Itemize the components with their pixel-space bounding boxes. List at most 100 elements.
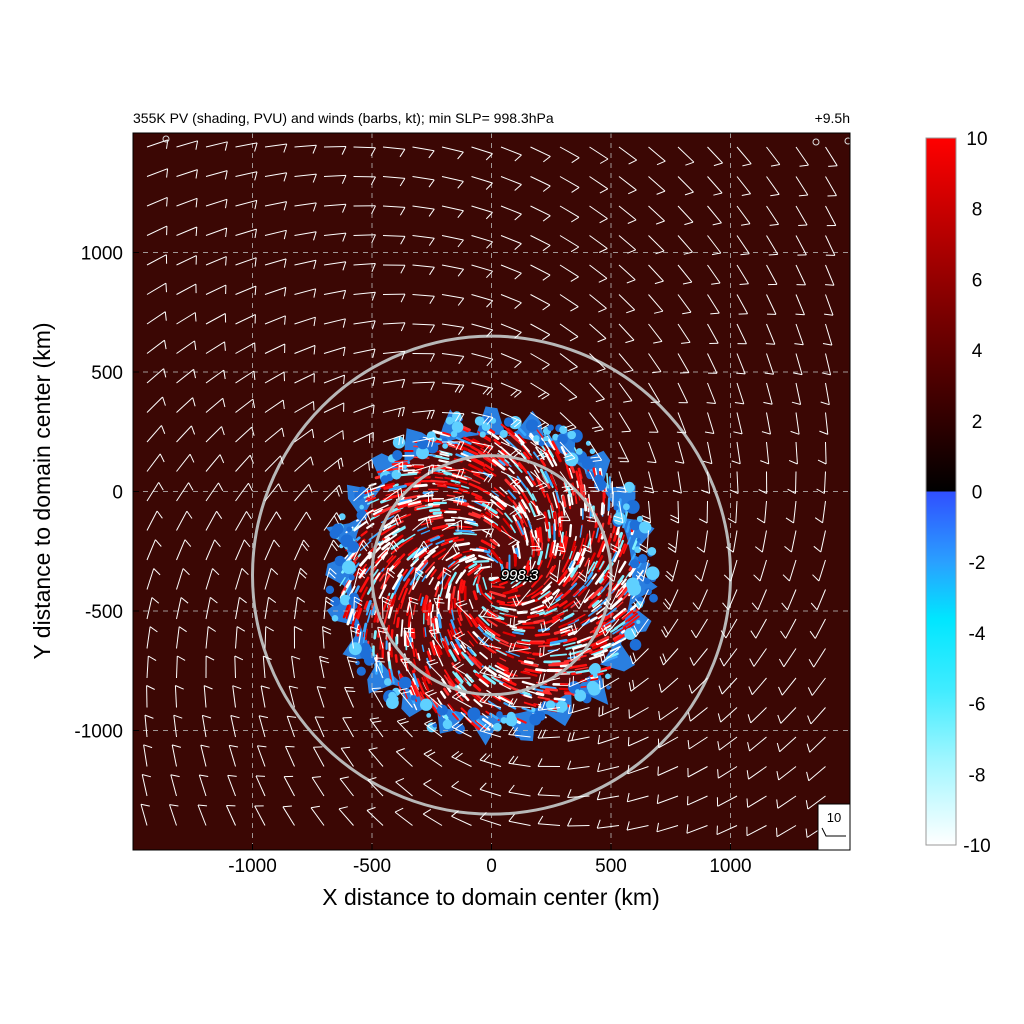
wind-barb — [428, 628, 443, 649]
pv-streak — [465, 476, 481, 485]
wind-barb — [294, 144, 317, 154]
wind-barb — [588, 471, 600, 492]
wind-barb — [146, 254, 168, 266]
pv-streak — [422, 627, 426, 638]
wind-barb — [412, 323, 435, 334]
wind-barb — [146, 368, 167, 384]
wind-barb — [596, 791, 620, 801]
wind-barb — [311, 776, 325, 797]
wind-barb — [530, 294, 551, 311]
pv-streak — [502, 588, 519, 595]
pv-streak — [567, 630, 578, 636]
pv-streak — [424, 549, 436, 560]
wind-barb — [441, 323, 465, 335]
pv-streak — [587, 599, 598, 609]
pv-streak — [621, 609, 634, 620]
pv-streak — [462, 528, 473, 531]
wind-barb — [282, 805, 295, 826]
wind-barb — [146, 539, 162, 561]
wind-barb — [661, 618, 679, 638]
pv-rim-blob — [340, 594, 351, 606]
pv-streak — [516, 640, 530, 645]
pv-streak — [556, 575, 565, 584]
pv-streak — [514, 521, 523, 536]
pv-rim-blob — [589, 448, 596, 455]
pv-rim-blob — [638, 554, 648, 564]
pv-rim-blob — [493, 722, 502, 732]
pv-streak — [464, 562, 474, 569]
wind-barb — [643, 471, 655, 494]
wind-barb — [734, 382, 745, 405]
pv-streak — [474, 567, 485, 579]
pv-streak — [468, 482, 478, 489]
pv-streak — [612, 634, 622, 641]
wind-barb — [500, 441, 522, 457]
wind-barb — [146, 425, 166, 443]
pv-rim-blob — [467, 707, 481, 721]
pv-streak — [559, 625, 573, 632]
wind-barb — [658, 707, 679, 721]
pv-streak — [525, 476, 534, 488]
wind-barb — [294, 456, 314, 472]
pv-streak — [466, 448, 479, 456]
pv-rim-blob — [340, 534, 354, 548]
wind-barb — [530, 441, 549, 460]
wind-barb — [479, 694, 502, 708]
wind-barb — [471, 323, 494, 337]
wind-barb — [589, 382, 605, 403]
pv-streak — [521, 492, 531, 505]
wind-barb — [143, 744, 153, 767]
wind-barb — [225, 805, 236, 826]
wind-barb — [294, 373, 315, 384]
wind-barb — [288, 685, 299, 708]
pv-streak — [447, 486, 459, 490]
wind-barb — [589, 205, 608, 224]
pv-rim-blob — [432, 723, 438, 728]
pv-streak — [471, 511, 485, 518]
wind-barb — [599, 648, 620, 664]
pv-streak — [554, 451, 562, 463]
wind-barb — [294, 400, 315, 413]
wind-barb — [235, 426, 255, 443]
pv-streak — [624, 614, 636, 623]
wind-barb — [618, 264, 636, 284]
pv-streak — [390, 628, 394, 640]
wind-barb — [264, 427, 285, 443]
wind-barb — [338, 806, 354, 826]
pv-streak — [430, 569, 437, 578]
pv-streak — [339, 577, 346, 587]
pv-streak — [467, 630, 479, 644]
pv-streak — [397, 503, 409, 509]
wind-barb — [559, 323, 579, 342]
pv-streak — [555, 592, 563, 599]
pv-streak — [424, 561, 436, 574]
pv-streak — [387, 522, 399, 529]
pv-streak — [521, 445, 533, 459]
pv-rim-blob — [410, 695, 417, 701]
wind-barb — [441, 353, 465, 365]
pv-streak — [482, 644, 495, 654]
pv-streak — [535, 692, 545, 697]
pv-rim-blob — [557, 434, 568, 445]
wind-barb — [626, 792, 649, 803]
pv-streak — [519, 501, 527, 512]
wind-barb — [264, 201, 288, 211]
wind-barb — [559, 471, 574, 492]
wind-barb — [763, 382, 773, 405]
wind-barb — [323, 402, 345, 413]
pv-streak — [373, 504, 389, 513]
pv-streak — [498, 695, 514, 705]
wind-barb — [381, 596, 391, 620]
wind-barb — [537, 815, 561, 826]
wind-barb — [500, 500, 521, 517]
wind-barb — [648, 412, 659, 433]
pv-streak — [458, 627, 464, 636]
wind-barb — [670, 500, 680, 524]
wind-barb — [205, 141, 228, 151]
wind-barb — [746, 795, 767, 808]
wind-barb — [319, 655, 330, 679]
wind-barb — [176, 197, 198, 208]
pv-streak — [601, 543, 607, 553]
wind-barb — [441, 519, 463, 532]
pv-streak — [404, 494, 421, 500]
